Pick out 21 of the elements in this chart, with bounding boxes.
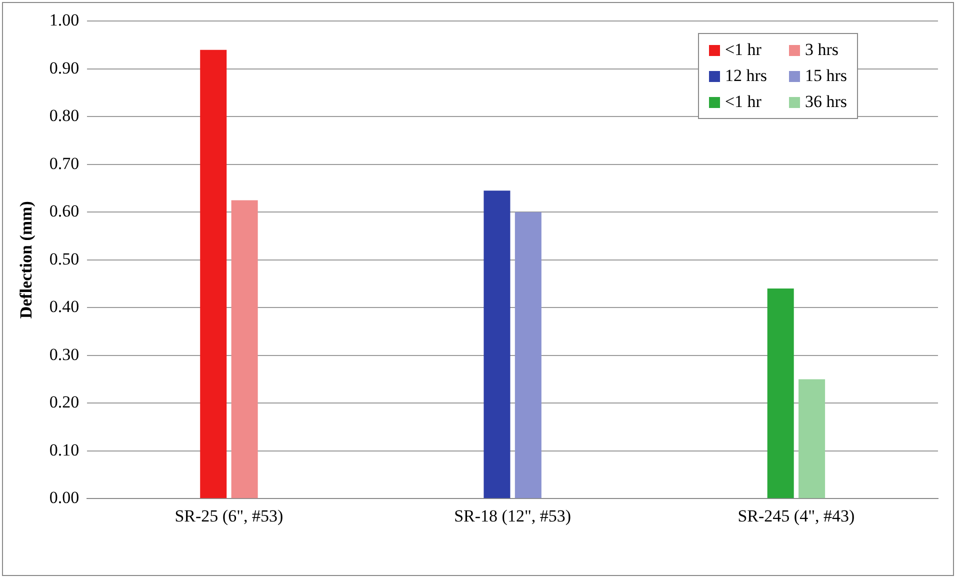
x-tick-label: SR-245 (4", #43): [738, 506, 855, 526]
y-tick-label: 0.50: [49, 249, 80, 268]
legend-label: <1 hr: [724, 40, 762, 60]
y-tick-label: 1.00: [49, 10, 80, 30]
y-tick-label: 0.90: [49, 58, 80, 78]
y-tick-label: 0.80: [49, 106, 80, 126]
y-tick-label: 0.40: [49, 297, 80, 316]
x-tick-label: SR-25 (6", #53): [174, 506, 284, 526]
legend-label: <1 hr: [724, 92, 762, 112]
x-tick-label: SR-18 (12", #53): [454, 506, 572, 526]
legend-label: 36 hrs: [804, 92, 847, 112]
y-tick-label: 0.20: [49, 392, 80, 412]
y-tick-label: 0.60: [49, 202, 80, 221]
y-axis-title: Deflection (mm): [16, 201, 36, 319]
y-tick-label: 0.00: [49, 488, 80, 508]
legend-label: 15 hrs: [804, 66, 847, 86]
y-tick-label: 0.70: [49, 154, 80, 173]
legend-label: 3 hrs: [804, 40, 838, 60]
y-tick-label: 0.30: [49, 344, 80, 364]
legend-label: 12 hrs: [724, 66, 767, 86]
y-tick-label: 0.10: [49, 440, 80, 460]
